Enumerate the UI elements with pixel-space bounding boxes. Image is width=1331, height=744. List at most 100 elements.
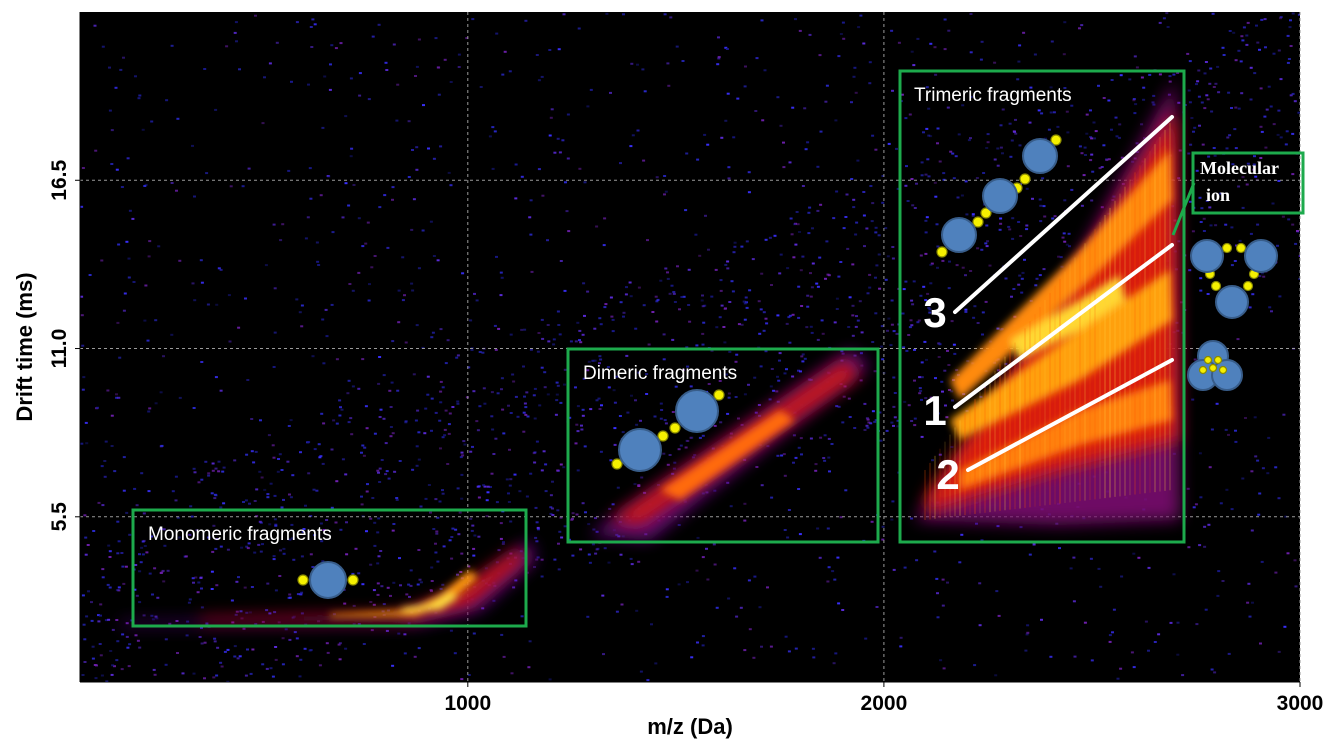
noise-pixel [915,559,919,562]
noise-pixel [497,549,501,552]
noise-pixel [533,461,537,464]
noise-pixel [415,464,419,467]
noise-pixel [595,225,599,228]
noise-pixel [439,390,443,393]
noise-pixel [311,18,315,21]
noise-pixel [1286,61,1290,64]
noise-pixel [856,159,860,162]
noise-pixel [1133,55,1137,58]
noise-pixel [615,375,619,378]
noise-pixel [946,581,949,584]
noise-pixel [797,285,801,288]
noise-pixel [556,137,560,140]
noise-pixel [502,655,506,658]
noise-pixel [758,332,762,335]
noise-pixel [557,542,560,545]
noise-pixel [1119,74,1123,77]
noise-pixel [854,233,858,236]
noise-pixel [642,159,646,162]
noise-pixel [913,424,917,427]
noise-pixel [677,524,681,526]
noise-pixel [1009,155,1013,158]
noise-pixel [242,627,246,630]
noise-pixel [924,219,928,222]
noise-pixel [1277,650,1281,653]
noise-pixel [1130,651,1134,654]
noise-pixel [268,612,272,615]
noise-pixel [924,252,928,255]
noise-pixel [724,307,727,310]
noise-pixel [306,216,310,219]
noise-pixel [762,329,766,332]
noise-pixel [470,349,474,351]
noise-pixel [706,578,710,581]
noise-pixel [1090,153,1094,156]
noise-pixel [321,318,325,321]
noise-pixel [378,356,382,358]
noise-pixel [518,490,522,493]
noise-pixel [122,489,126,492]
noise-pixel [300,304,304,307]
noise-pixel [404,420,408,423]
noise-pixel [444,409,448,412]
noise-pixel [317,264,321,266]
noise-pixel [162,355,165,358]
noise-pixel [911,204,915,207]
noise-pixel [775,390,779,393]
noise-pixel [843,385,847,388]
noise-pixel [195,529,199,532]
noise-pixel [1296,231,1300,234]
noise-pixel [558,530,562,533]
noise-pixel [1119,667,1123,670]
noise-pixel [523,328,527,331]
noise-pixel [560,536,564,539]
noise-pixel [819,130,823,133]
noise-pixel [288,538,292,541]
noise-pixel [460,552,464,555]
noise-pixel [1279,17,1282,20]
noise-pixel [176,117,180,120]
noise-pixel [529,233,533,236]
noise-pixel [701,343,705,346]
noise-pixel [725,48,729,50]
noise-pixel [115,396,119,399]
noise-pixel [1233,128,1237,131]
noise-pixel [559,516,563,519]
noise-pixel [469,319,473,322]
noise-pixel [103,727,106,729]
noise-pixel [920,361,924,364]
noise-pixel [409,584,413,587]
noise-pixel [701,332,705,335]
noise-pixel [680,296,684,298]
noise-pixel [175,620,179,622]
noise-pixel [816,285,820,288]
noise-pixel [964,274,967,277]
noise-pixel [999,146,1003,149]
noise-pixel [927,134,931,137]
noise-pixel [851,263,855,266]
noise-pixel [415,168,419,171]
noise-pixel [671,472,675,475]
noise-pixel [235,610,239,613]
noise-pixel [174,475,178,478]
noise-pixel [803,107,807,110]
noise-pixel [117,589,121,592]
noise-pixel [148,407,152,410]
noise-pixel [100,465,104,468]
noise-pixel [938,343,942,346]
noise-pixel [80,442,84,445]
noise-pixel [318,664,322,667]
noise-pixel [986,133,990,136]
noise-pixel [682,369,685,371]
noise-pixel [281,637,285,640]
noise-pixel [665,588,669,591]
noise-pixel [996,525,1000,528]
noise-pixel [1256,459,1260,462]
noise-pixel [81,594,85,597]
noise-pixel [473,534,477,537]
noise-pixel [203,677,206,680]
noise-pixel [520,615,524,618]
noise-pixel [586,369,590,372]
noise-pixel [1293,559,1297,562]
noise-pixel [416,409,420,412]
